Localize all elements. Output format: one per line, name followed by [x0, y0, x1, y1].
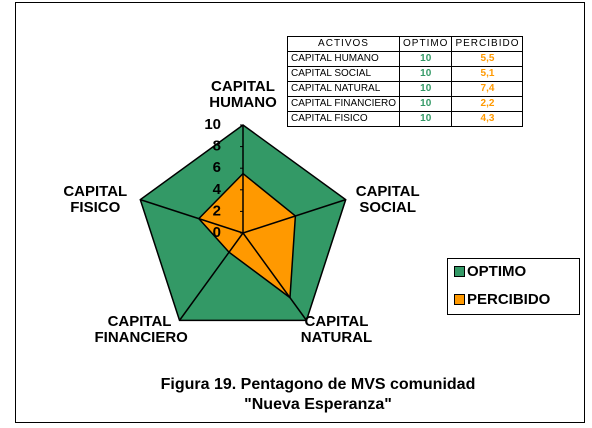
value-cell: 5,5: [451, 51, 524, 67]
data-table: ACTIVOS OPTIMO PERCIBIDO CAPITAL HUMANO 10 5,…: [286, 36, 524, 127]
r-tick-label: 6: [213, 159, 221, 176]
r-tick-label: 2: [213, 202, 221, 219]
table-row: CAPITAL NATURAL 10 7,4: [286, 81, 524, 97]
spoke: [242, 232, 308, 321]
value-cell: 10: [399, 51, 453, 67]
table-row: CAPITAL FISICO 10 4,3: [286, 111, 524, 127]
category-label: CAPITAL HUMANO: [209, 78, 277, 111]
spoke: [140, 198, 244, 234]
legend-label: PERCIBIDO: [467, 291, 551, 308]
spoke: [178, 232, 244, 321]
series-area: [197, 172, 297, 300]
asset-cell: CAPITAL FINANCIERO: [286, 96, 401, 112]
asset-cell: CAPITAL SOCIAL: [286, 66, 401, 82]
legend-item: OPTIMO: [454, 263, 526, 280]
header-cell: PERCIBIDO: [451, 36, 524, 52]
table-row: CAPITAL SOCIAL 10 5,1: [286, 66, 524, 82]
r-tick-label: 4: [213, 181, 222, 198]
header-cell: ACTIVOS: [286, 36, 401, 52]
legend-swatch: [454, 266, 465, 277]
legend-item: PERCIBIDO: [454, 291, 550, 308]
value-cell: 5,1: [451, 66, 524, 82]
value-cell: 4,3: [451, 111, 524, 127]
table-row: CAPITAL HUMANO 10 5,5: [286, 51, 524, 67]
r-tick-label: 8: [213, 138, 221, 155]
legend-label: OPTIMO: [467, 263, 527, 280]
value-cell: 7,4: [451, 81, 524, 97]
chart-title: Figura 19. Pentagono de MVS comunidad "N…: [160, 376, 476, 413]
asset-cell: CAPITAL NATURAL: [286, 81, 401, 97]
asset-cell: CAPITAL HUMANO: [286, 51, 401, 67]
table-row: CAPITAL FINANCIERO 10 2,2: [286, 96, 524, 112]
value-cell: 2,2: [451, 96, 524, 112]
r-tick-label: 10: [204, 116, 221, 133]
value-cell: 10: [399, 66, 453, 82]
category-label: CAPITAL SOCIAL: [355, 182, 420, 216]
asset-cell: CAPITAL FISICO: [286, 111, 401, 127]
frame: [15, 2, 585, 423]
legend: OPTIMO PERCIBIDO: [447, 258, 580, 315]
legend-swatch: [454, 294, 465, 305]
category-label: CAPITAL NATURAL: [300, 313, 373, 347]
value-cell: 10: [399, 96, 453, 112]
value-cell: 10: [399, 111, 453, 127]
spoke: [242, 198, 346, 234]
header-row: ACTIVOS OPTIMO PERCIBIDO: [286, 36, 524, 52]
r-tick-label: 0: [213, 224, 221, 241]
header-cell: OPTIMO: [399, 36, 453, 52]
category-label: CAPITAL FINANCIERO: [94, 313, 188, 347]
category-label: CAPITAL FISICO: [63, 182, 128, 216]
value-cell: 10: [399, 81, 453, 97]
